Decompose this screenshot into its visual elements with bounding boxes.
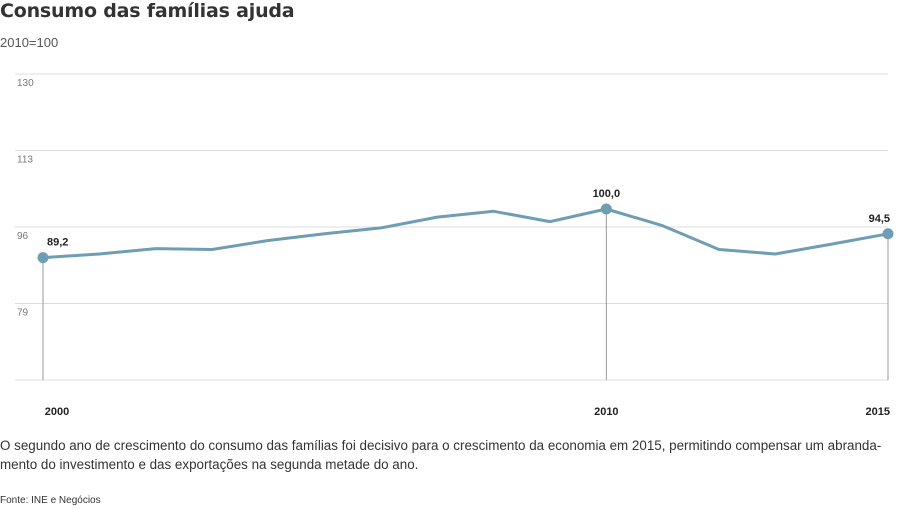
chart-caption: O segundo ano de crescimento do consumo … — [0, 436, 882, 474]
line-chart: 130 113 96 79 89,2 100,0 94,5 2000 2010 2015 — [15, 73, 894, 418]
caption-line-2: mento do investimento e das exportações … — [0, 457, 419, 472]
x-tick-label-2000: 2000 — [45, 406, 69, 418]
y-tick-label: 96 — [17, 231, 29, 242]
x-tick-label-2010: 2010 — [594, 406, 618, 418]
data-label-2000: 89,2 — [47, 237, 68, 249]
caption-line-1: O segundo ano de crescimento do consumo … — [0, 438, 882, 453]
data-point-2015 — [882, 228, 894, 240]
data-point-2010 — [600, 203, 612, 215]
chart-subtitle: 2010=100 — [0, 35, 59, 50]
chart-title: Consumo das famílias ajuda — [0, 0, 295, 22]
series-line — [41, 207, 890, 260]
y-tick-label: 130 — [17, 78, 34, 89]
data-label-2015: 94,5 — [869, 213, 890, 225]
data-label-2010: 100,0 — [593, 188, 621, 200]
data-point-2000 — [37, 252, 49, 264]
y-tick-label: 79 — [17, 308, 29, 319]
x-tick-label-2015: 2015 — [866, 406, 890, 418]
y-tick-label: 113 — [17, 155, 33, 166]
source-note: Fonte: INE e Negócios — [0, 495, 101, 506]
